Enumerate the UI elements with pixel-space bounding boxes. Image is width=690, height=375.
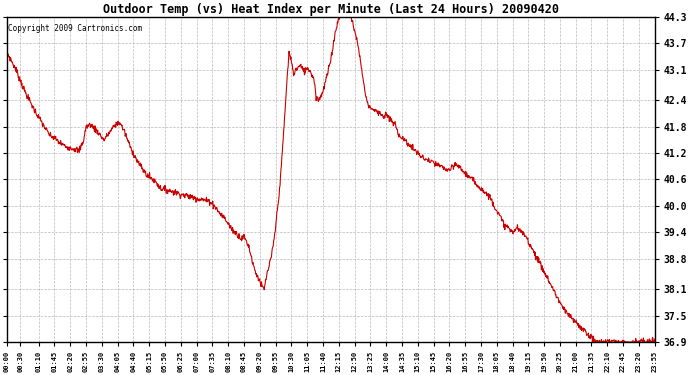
Title: Outdoor Temp (vs) Heat Index per Minute (Last 24 Hours) 20090420: Outdoor Temp (vs) Heat Index per Minute … xyxy=(103,3,559,16)
Text: Copyright 2009 Cartronics.com: Copyright 2009 Cartronics.com xyxy=(8,24,142,33)
